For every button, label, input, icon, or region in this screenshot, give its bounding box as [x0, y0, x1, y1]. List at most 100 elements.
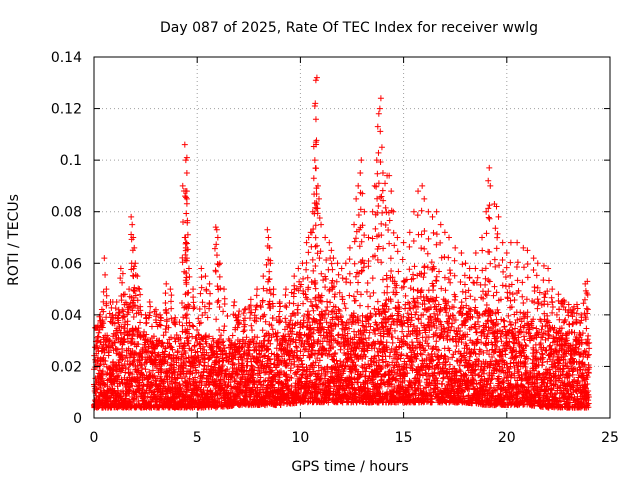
data-point — [125, 369, 132, 376]
data-point — [241, 327, 248, 334]
data-point — [293, 343, 300, 350]
data-point — [248, 322, 255, 329]
data-point — [150, 373, 157, 380]
data-point — [111, 339, 118, 346]
data-point — [121, 360, 128, 367]
data-point — [218, 332, 225, 339]
data-point — [421, 263, 428, 270]
data-point — [417, 288, 424, 295]
data-point — [249, 327, 256, 334]
data-point — [297, 348, 304, 355]
data-point — [119, 356, 126, 363]
data-point — [300, 367, 307, 374]
data-point — [135, 341, 142, 348]
data-point — [332, 349, 339, 356]
data-point — [115, 372, 122, 379]
data-point — [106, 337, 113, 344]
data-point — [482, 281, 489, 288]
data-point — [362, 368, 369, 375]
data-point — [112, 339, 119, 346]
data-point — [487, 361, 494, 368]
data-point — [300, 319, 307, 326]
data-point — [459, 288, 466, 295]
data-point — [119, 365, 126, 372]
data-point — [121, 336, 128, 343]
data-point — [318, 298, 325, 305]
data-point — [121, 325, 128, 332]
data-point — [367, 293, 374, 300]
data-point — [491, 283, 498, 290]
data-point — [389, 334, 396, 341]
data-point — [139, 371, 146, 378]
data-point — [384, 283, 391, 290]
data-point — [144, 393, 151, 400]
data-point — [312, 285, 319, 292]
data-point — [189, 333, 196, 340]
data-point — [162, 329, 169, 336]
data-point — [117, 368, 124, 375]
data-point — [324, 298, 331, 305]
data-point — [451, 296, 458, 303]
data-point — [436, 268, 443, 275]
data-point — [134, 362, 141, 369]
data-point — [102, 358, 109, 365]
data-point — [165, 324, 172, 331]
data-point — [229, 332, 236, 339]
data-point — [94, 386, 101, 393]
data-point — [252, 306, 259, 313]
data-point — [389, 312, 396, 319]
data-point — [224, 312, 231, 319]
data-point — [195, 315, 202, 322]
data-point — [447, 279, 454, 286]
data-point — [324, 304, 331, 311]
data-point — [104, 332, 111, 339]
data-point — [501, 318, 508, 325]
data-point — [457, 368, 464, 375]
data-point — [282, 315, 289, 322]
data-point — [142, 366, 149, 373]
data-point — [259, 327, 266, 334]
data-point — [143, 331, 150, 338]
data-point — [148, 323, 155, 330]
data-point — [97, 355, 104, 362]
data-point — [363, 288, 370, 295]
chart-title: Day 087 of 2025, Rate Of TEC Index for r… — [160, 20, 538, 36]
data-point — [149, 367, 156, 374]
data-point — [389, 339, 396, 346]
data-point — [424, 264, 431, 271]
data-point — [99, 375, 106, 382]
data-point — [310, 307, 317, 314]
data-point — [127, 328, 134, 335]
data-point — [114, 346, 121, 353]
data-point — [148, 382, 155, 389]
data-point — [129, 332, 136, 339]
data-point — [158, 369, 165, 376]
data-point — [441, 328, 448, 335]
data-point — [346, 292, 353, 299]
data-point — [130, 396, 137, 403]
data-point — [109, 370, 116, 377]
data-point — [474, 274, 481, 281]
data-point — [346, 325, 353, 332]
data-point — [151, 349, 158, 356]
data-point — [155, 392, 162, 399]
data-point — [240, 328, 247, 335]
data-point — [331, 291, 338, 298]
data-point — [483, 292, 490, 299]
data-point — [132, 292, 139, 299]
data-point — [94, 354, 101, 361]
data-point — [364, 279, 371, 286]
data-point — [399, 328, 406, 335]
data-point — [439, 380, 446, 387]
data-point — [129, 371, 136, 378]
data-point — [117, 329, 124, 336]
data-point — [191, 304, 198, 311]
data-point — [118, 353, 125, 360]
data-point — [142, 390, 149, 397]
data-point — [410, 286, 417, 293]
data-point — [286, 300, 293, 307]
data-point — [502, 351, 509, 358]
data-points — [91, 74, 593, 411]
data-point — [129, 382, 136, 389]
